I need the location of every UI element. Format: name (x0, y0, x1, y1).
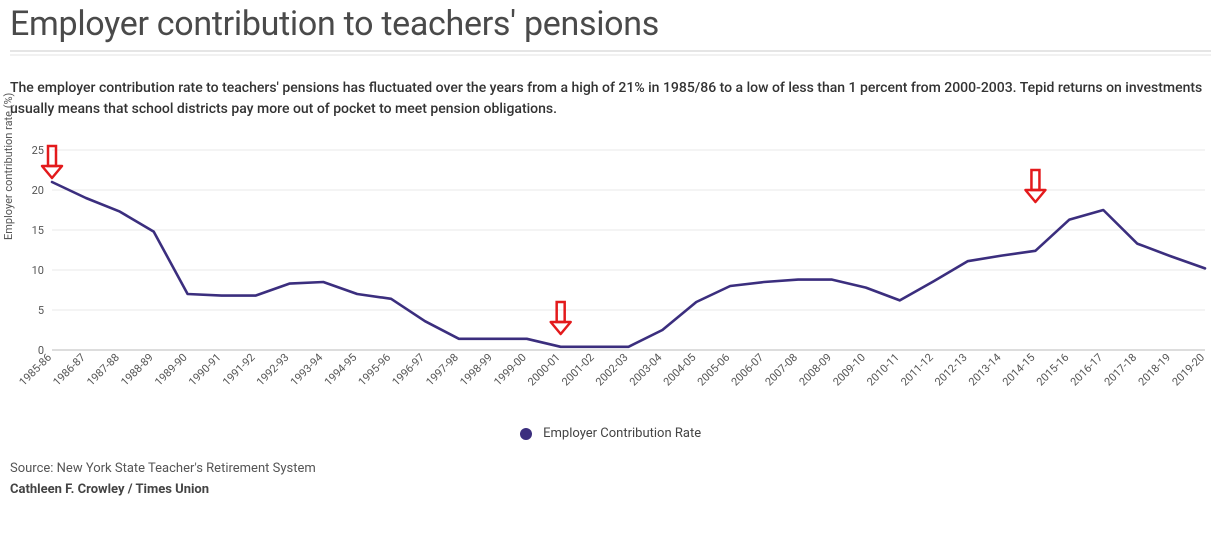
x-axis-category: 1995-96 (356, 351, 394, 389)
svg-text:10: 10 (32, 264, 44, 277)
x-axis-category: 2005-06 (695, 351, 733, 389)
x-axis-category: 1991-92 (220, 351, 258, 389)
x-axis-category: 2012-13 (932, 351, 970, 389)
legend: Employer Contribution Rate (10, 426, 1211, 441)
byline: Cathleen F. Crowley / Times Union (10, 480, 1211, 501)
x-axis-category: 2004-05 (661, 351, 699, 389)
x-axis-category: 1986-87 (50, 351, 88, 389)
x-axis-category: 2001-02 (559, 351, 597, 389)
x-axis-category: 1987-88 (84, 351, 122, 389)
x-axis-category: 2006-07 (729, 351, 767, 389)
annotation-arrow-icon (42, 146, 62, 178)
title-divider-1 (10, 50, 1211, 52)
x-axis-category: 2008-09 (797, 351, 835, 389)
x-axis-category: 2011-12 (898, 351, 936, 389)
x-axis-category: 2003-04 (627, 351, 665, 389)
x-axis-category: 1997-98 (423, 351, 461, 389)
x-axis-category: 2018-19 (1136, 351, 1174, 389)
legend-marker-icon (520, 428, 532, 440)
x-axis-category: 2010-11 (864, 351, 902, 389)
annotation-arrow-icon (1025, 170, 1045, 202)
x-axis-category: 1999-00 (491, 351, 529, 389)
x-axis-category: 1990-91 (186, 351, 224, 389)
x-axis-category: 2009-10 (830, 351, 868, 389)
x-axis-category: 1993-94 (288, 351, 326, 389)
svg-text:20: 20 (32, 184, 44, 197)
annotation-arrow-icon (551, 302, 571, 334)
x-axis-category: 2002-03 (593, 351, 631, 389)
chart-area: Employer contribution rate (%) 051015202… (10, 140, 1211, 420)
x-axis-category: 2007-08 (763, 351, 801, 389)
legend-label: Employer Contribution Rate (543, 426, 701, 441)
x-axis-category: 2017-18 (1102, 351, 1140, 389)
x-axis-category: 2019-20 (1170, 351, 1208, 389)
x-axis-category: 1989-90 (152, 351, 190, 389)
svg-text:15: 15 (32, 224, 44, 237)
x-axis-category: 2013-14 (966, 351, 1004, 389)
chart-footer: Source: New York State Teacher's Retirem… (10, 459, 1211, 501)
y-axis-title: Employer contribution rate (%) (2, 93, 15, 240)
source-line: Source: New York State Teacher's Retirem… (10, 459, 1211, 480)
title-divider-2 (10, 54, 1211, 56)
chart-subtitle: The employer contribution rate to teache… (10, 78, 1211, 120)
x-axis-category: 2014-15 (1000, 351, 1038, 389)
x-axis-category: 1985-86 (17, 351, 55, 389)
x-axis-category: 1996-97 (390, 351, 428, 389)
x-axis-category: 1994-95 (322, 351, 360, 389)
x-axis-category: 1998-99 (457, 351, 495, 389)
svg-text:25: 25 (32, 144, 44, 157)
x-axis-category: 1992-93 (254, 351, 292, 389)
line-chart-svg: 05101520251985-861986-871987-881988-8919… (10, 140, 1211, 420)
x-axis-category: 1988-89 (118, 351, 156, 389)
x-axis-category: 2000-01 (525, 351, 563, 389)
x-axis-category: 2016-17 (1068, 351, 1106, 389)
x-axis-category: 2015-16 (1034, 351, 1072, 389)
svg-text:5: 5 (38, 304, 44, 317)
chart-title: Employer contribution to teachers' pensi… (10, 4, 1211, 44)
